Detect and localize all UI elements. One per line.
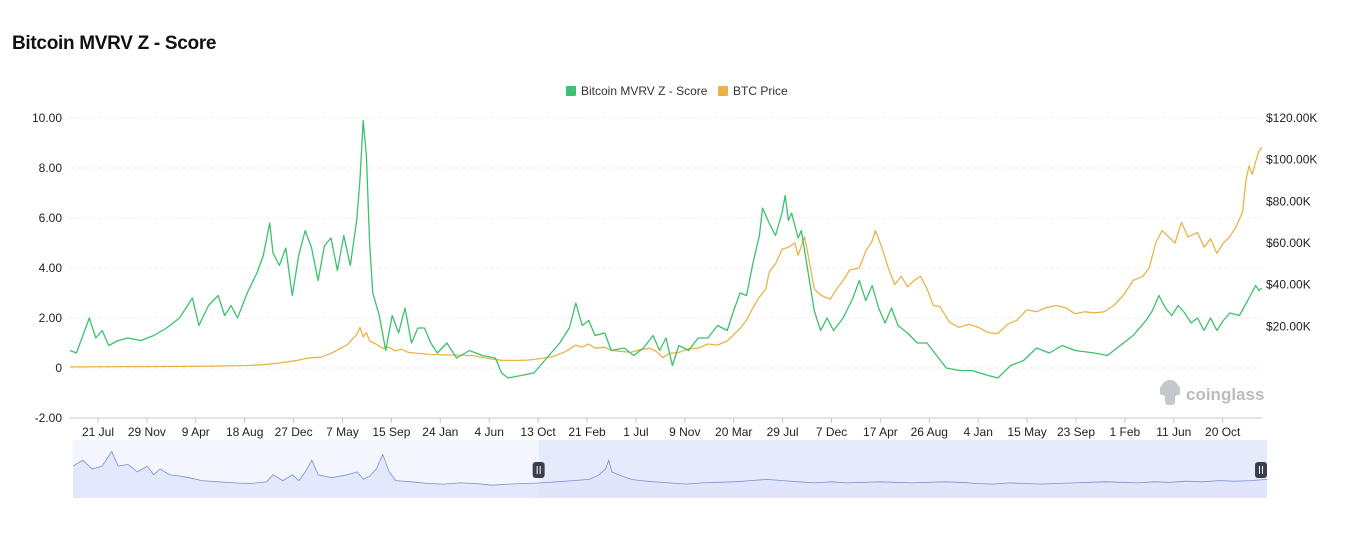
navigator-handle-left[interactable]: [532, 462, 545, 478]
mvrv-z-score-line[interactable]: [69, 119, 1263, 379]
x-tick-label: 27 Dec: [275, 425, 313, 439]
watermark: coinglass: [1160, 380, 1264, 405]
y-axis-right: $120.00K $100.00K $80.00K $60.00K $40.00K $20…: [1266, 111, 1317, 333]
legend-label: Bitcoin MVRV Z - Score: [581, 84, 708, 98]
y-left-tick-label: 2.00: [39, 311, 63, 325]
x-tick-label: 1 Feb: [1110, 425, 1141, 439]
y-right-tick-label: $120.00K: [1266, 111, 1317, 125]
x-tick-label: 9 Nov: [669, 425, 700, 439]
y-left-tick-label: -2.00: [35, 411, 63, 425]
navigator-area: [73, 451, 1267, 498]
legend-item-btc-price[interactable]: BTC Price: [718, 84, 788, 98]
y-left-tick-label: 8.00: [39, 161, 63, 175]
x-tick-label: 24 Jan: [422, 425, 458, 439]
x-tick-label: 17 Apr: [863, 425, 898, 439]
navigator-line: [72, 450, 1268, 486]
x-tick-label: 29 Jul: [767, 425, 799, 439]
x-tick-label: 29 Nov: [128, 425, 166, 439]
legend-swatch: [566, 86, 576, 96]
y-right-tick-label: $40.00K: [1266, 278, 1311, 292]
x-tick-label: 21 Jul: [82, 425, 114, 439]
x-tick-label: 1 Jul: [623, 425, 648, 439]
y-right-tick-label: $20.00K: [1266, 319, 1311, 333]
watermark-text: coinglass: [1186, 385, 1264, 404]
navigator-handle-right[interactable]: [1255, 462, 1267, 478]
x-tick-label: 15 May: [1007, 425, 1046, 439]
legend-label: BTC Price: [733, 84, 788, 98]
series-mvrv-z-score[interactable]: [69, 119, 1263, 379]
x-tick-label: 15 Sep: [372, 425, 410, 439]
drag-handle-icon[interactable]: [532, 462, 545, 478]
y-right-tick-label: $80.00K: [1266, 194, 1311, 208]
y-right-tick-label: $100.00K: [1266, 153, 1317, 167]
page-title: Bitcoin MVRV Z - Score: [12, 33, 217, 54]
y-left-tick-label: 10.00: [32, 111, 62, 125]
y-left-tick-label: 4.00: [39, 261, 63, 275]
x-tick-label: 4 Jun: [475, 425, 504, 439]
drag-handle-icon[interactable]: [1255, 462, 1267, 478]
legend-swatch: [718, 86, 728, 96]
x-tick-label: 23 Sep: [1057, 425, 1095, 439]
series-btc-price[interactable]: [69, 146, 1263, 368]
x-tick-label: 26 Aug: [911, 425, 948, 439]
x-tick-label: 18 Aug: [226, 425, 263, 439]
x-tick-label: 20 Mar: [715, 425, 752, 439]
x-tick-label: 13 Oct: [520, 425, 556, 439]
x-tick-label: 7 May: [326, 425, 359, 439]
y-axis-left: 10.00 8.00 6.00 4.00 2.00 0 -2.00: [32, 111, 62, 425]
x-tick-label: 7 Dec: [816, 425, 847, 439]
x-axis: 21 Jul 29 Nov 9 Apr 18 Aug 27 Dec 7 May 15 Sep…: [82, 418, 1241, 439]
x-tick-label: 11 Jun: [1156, 425, 1191, 439]
navigator[interactable]: [72, 440, 1268, 498]
x-tick-label: 20 Oct: [1205, 425, 1241, 439]
y-left-tick-label: 6.00: [39, 211, 63, 225]
x-tick-label: 4 Jan: [964, 425, 993, 439]
y-left-tick-label: 0: [55, 361, 62, 375]
y-right-tick-label: $60.00K: [1266, 236, 1311, 250]
chart-legend[interactable]: Bitcoin MVRV Z - Score BTC Price: [566, 84, 788, 98]
x-tick-label: 9 Apr: [182, 425, 210, 439]
legend-item-mvrv[interactable]: Bitcoin MVRV Z - Score: [566, 84, 708, 98]
coinglass-logo-icon: [1160, 380, 1180, 405]
x-tick-label: 21 Feb: [568, 425, 606, 439]
chart-grid: [70, 117, 1262, 419]
btc-price-line[interactable]: [69, 146, 1263, 368]
